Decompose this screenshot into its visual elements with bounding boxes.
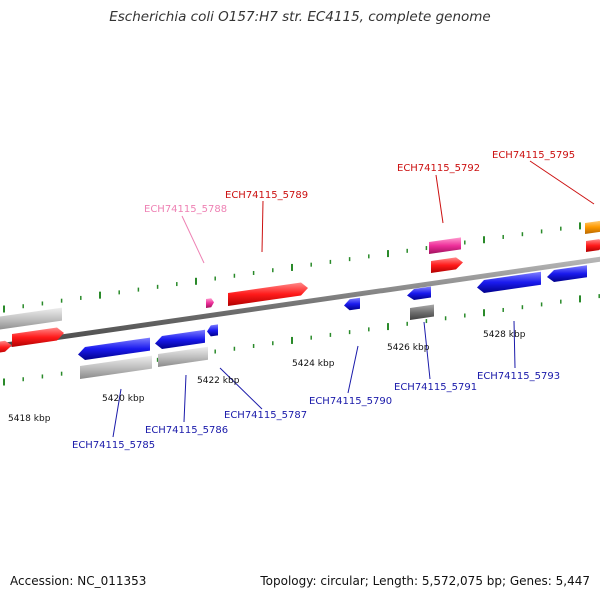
cds-reverse-5794[interactable]: [547, 265, 587, 282]
dark-feature-5791[interactable]: [410, 304, 434, 321]
gene-label-5792[interactable]: ECH74115_5792: [397, 163, 480, 174]
leader-line-5791: [423, 321, 431, 380]
cds-reverse-5785[interactable]: [78, 337, 150, 360]
other-gene-5786[interactable]: [158, 346, 208, 367]
leader-line-5790: [347, 345, 359, 394]
gene-label-5789[interactable]: ECH74115_5789: [225, 190, 308, 201]
genome-backbone: [0, 256, 600, 349]
cds-reverse-5791[interactable]: [407, 286, 431, 301]
feature-track: [0, 220, 600, 379]
leader-line-5792: [435, 174, 444, 224]
gene-label-5790[interactable]: ECH74115_5790: [309, 396, 392, 407]
gene-label-5787[interactable]: ECH74115_5787: [224, 410, 307, 421]
leader-line-5788: [181, 215, 205, 264]
leader-line-5786: [183, 374, 187, 423]
leader-line-5785: [112, 388, 122, 438]
cds-forward-5792[interactable]: [431, 257, 463, 273]
axis-label-5418: 5418 kbp: [8, 414, 51, 424]
leader-line-5787: [219, 367, 263, 410]
cds-reverse-5793[interactable]: [477, 271, 541, 293]
leader-line-5795: [529, 160, 595, 205]
cds-forward-5789[interactable]: [228, 282, 308, 307]
gene-label-5793[interactable]: ECH74115_5793: [477, 371, 560, 382]
cds-forward-left-1[interactable]: [12, 327, 64, 348]
axis-label-5420: 5420 kbp: [102, 394, 145, 404]
cds-reverse-5787[interactable]: [207, 324, 218, 337]
gene-label-5791[interactable]: ECH74115_5791: [394, 382, 477, 393]
cds-reverse-5790[interactable]: [344, 297, 360, 311]
cds-forward-5795[interactable]: [586, 239, 600, 252]
map-title: Escherichia coli O157:H7 str. EC4115, co…: [109, 9, 491, 25]
axis-label-5428: 5428 kbp: [483, 330, 526, 340]
axis-label-5422: 5422 kbp: [197, 376, 240, 386]
upper-tick-track: [3, 221, 600, 313]
accession-text: Accession: NC_011353: [10, 574, 147, 588]
axis-label-5424: 5424 kbp: [292, 359, 335, 369]
cds-reverse-5786[interactable]: [155, 329, 205, 349]
cds-forward-left-2[interactable]: [0, 340, 12, 354]
other-gene-5785[interactable]: [80, 355, 152, 379]
genome-summary-text: Topology: circular; Length: 5,572,075 bp…: [260, 574, 590, 588]
other-gene-left-top[interactable]: [0, 307, 62, 331]
pink-feature-5792[interactable]: [429, 237, 461, 254]
gene-label-5795[interactable]: ECH74115_5795: [492, 150, 575, 161]
pseudo-5788[interactable]: [206, 298, 214, 308]
leader-line-5793: [513, 320, 516, 369]
gene-label-5788[interactable]: ECH74115_5788: [144, 204, 227, 215]
gene-label-5786[interactable]: ECH74115_5786: [145, 425, 228, 436]
orange-feature-5795[interactable]: [585, 220, 600, 234]
axis-label-5426: 5426 kbp: [387, 343, 430, 353]
leader-line-5789: [261, 200, 264, 253]
gene-label-5785[interactable]: ECH74115_5785: [72, 440, 155, 451]
